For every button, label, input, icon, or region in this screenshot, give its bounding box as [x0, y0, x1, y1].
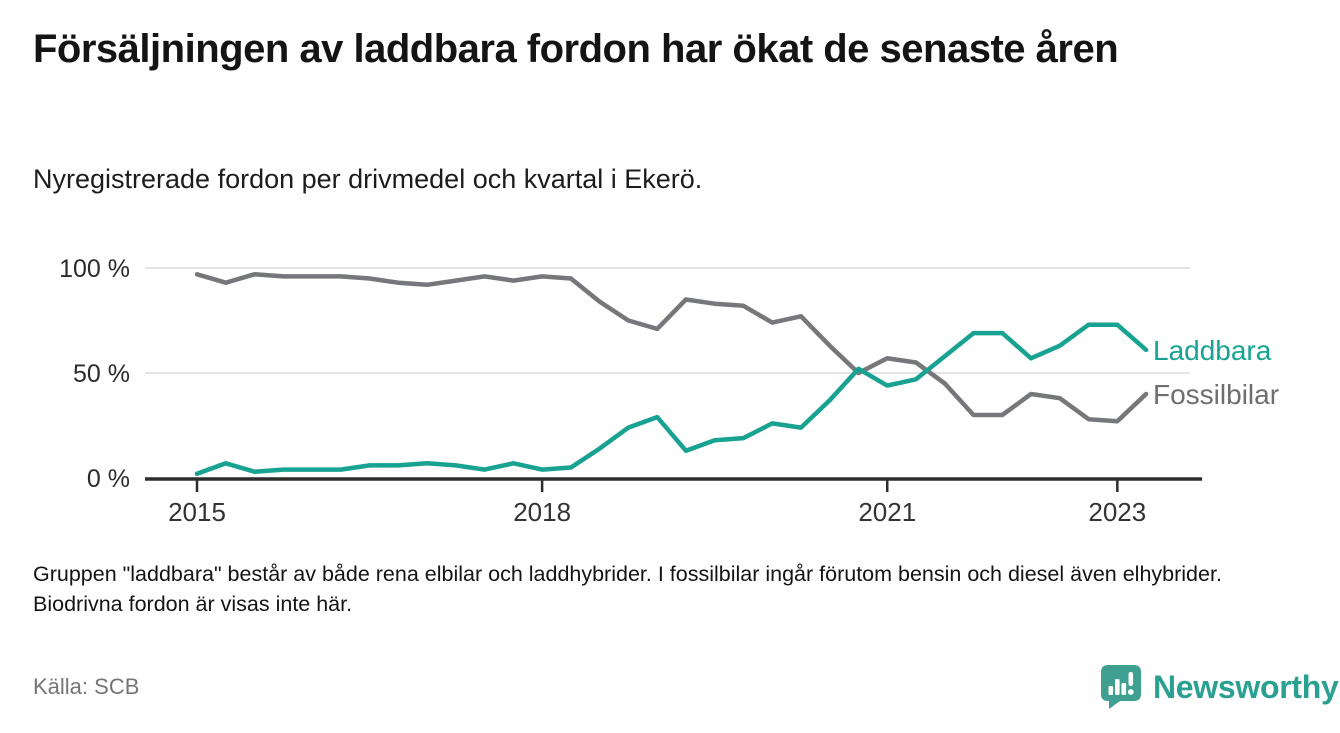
page-title: Försäljningen av laddbara fordon har öka…: [33, 27, 1119, 71]
chart-footnote: Gruppen "laddbara" består av både rena e…: [33, 562, 1222, 616]
y-tick-label: 100 %: [59, 255, 130, 283]
y-axis-labels: 100 % 50 % 0 %: [59, 255, 130, 493]
speech-bubble-shape: [1101, 665, 1141, 709]
x-axis-labels: 2015 2018 2021 2023: [168, 497, 1146, 527]
newsworthy-speech-bubble-chart-icon: [1101, 665, 1141, 709]
newsworthy-logo: Newsworthy: [1098, 661, 1340, 713]
y-tick-label: 50 %: [73, 360, 130, 388]
fossilbilar-series-label: Fossilbilar: [1153, 379, 1279, 410]
bar-chart-glyph: [1108, 672, 1134, 695]
gridlines: [145, 267, 1190, 374]
x-tick-marks: [195, 480, 1119, 492]
laddbara-series-label: Laddbara: [1153, 335, 1272, 366]
x-tick-label: 2018: [513, 497, 571, 527]
chart-subtitle: Nyregistrerade fordon per drivmedel och …: [33, 164, 703, 194]
x-tick-label: 2021: [858, 497, 916, 527]
x-tick-label: 2015: [168, 497, 226, 527]
laddbara-line: [194, 322, 1149, 477]
y-tick-label: 0 %: [87, 465, 130, 493]
newsworthy-logo-text: Newsworthy: [1153, 668, 1339, 705]
source-label: Källa: SCB: [33, 674, 140, 699]
fossilbilar-line: [194, 272, 1149, 424]
x-tick-label: 2023: [1088, 497, 1146, 527]
